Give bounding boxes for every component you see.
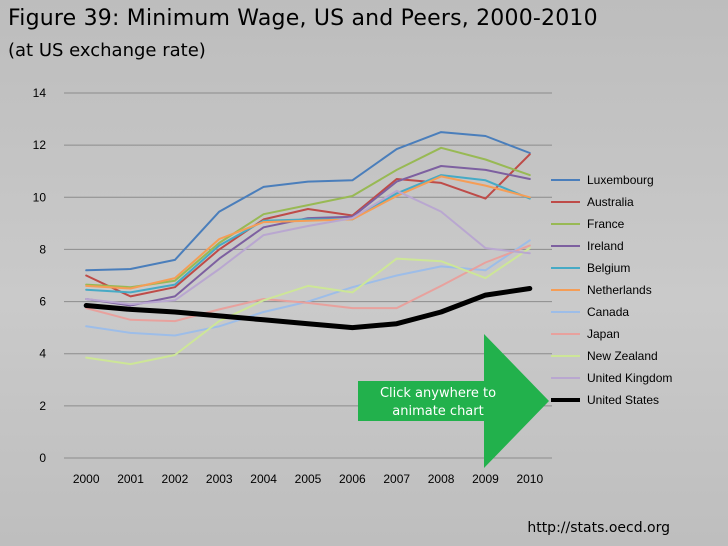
x-tick-label: 2009 — [472, 472, 499, 486]
series-lines — [83, 131, 533, 366]
series-line-ireland — [85, 165, 531, 307]
y-axis-ticks: 0 2 4 6 8 10 12 14 — [33, 86, 47, 465]
x-axis-ticks: 2000 2001 2002 2003 2004 2005 2006 2007 2008 2009… — [73, 472, 544, 486]
legend-label-canada: Canada — [587, 305, 629, 319]
x-tick-label: 2008 — [428, 472, 455, 486]
green-arrow-icon[interactable] — [358, 334, 549, 468]
source-link[interactable]: http://stats.oecd.org — [527, 520, 670, 536]
legend-label-united-kingdom: United Kingdom — [587, 371, 672, 385]
x-tick-label: 2000 — [73, 472, 100, 486]
series-line-united-states — [83, 286, 533, 331]
slide-title: Figure 39: Minimum Wage, US and Peers, 2… — [8, 6, 598, 31]
legend-label-ireland: Ireland — [587, 239, 624, 253]
series-line-new-zealand — [85, 247, 531, 366]
y-tick-label: 2 — [39, 399, 46, 413]
x-tick-label: 2004 — [250, 472, 277, 486]
x-tick-label: 2005 — [295, 472, 322, 486]
legend-label-japan: Japan — [587, 327, 620, 341]
y-tick-label: 0 — [39, 451, 46, 465]
y-tick-label: 10 — [33, 190, 47, 204]
legend-label-netherlands: Netherlands — [587, 283, 652, 297]
x-tick-label: 2001 — [117, 472, 144, 486]
series-line-united-kingdom — [85, 189, 531, 306]
callout-text-line2[interactable]: animate chart — [392, 404, 483, 419]
legend-label-australia: Australia — [587, 195, 634, 209]
series-line-luxembourg — [85, 131, 531, 272]
x-tick-label: 2002 — [162, 472, 189, 486]
y-tick-label: 12 — [33, 138, 47, 152]
callout-text-line1[interactable]: Click anywhere to — [380, 386, 496, 401]
series-line-australia — [85, 153, 531, 298]
series-line-netherlands — [85, 175, 531, 290]
legend-label-belgium: Belgium — [587, 261, 630, 275]
x-tick-label: 2010 — [516, 472, 543, 486]
x-tick-label: 2003 — [206, 472, 233, 486]
y-tick-label: 6 — [39, 295, 46, 309]
chart-legend: Luxembourg Australia France Ireland Belgium N… — [551, 173, 672, 407]
x-tick-label: 2007 — [383, 472, 410, 486]
slide-subtitle: (at US exchange rate) — [8, 40, 206, 61]
legend-label-luxembourg: Luxembourg — [587, 173, 654, 187]
legend-label-france: France — [587, 217, 625, 231]
y-tick-label: 14 — [33, 86, 47, 100]
y-tick-label: 4 — [39, 347, 46, 361]
x-tick-label: 2006 — [339, 472, 366, 486]
animate-callout[interactable]: Click anywhere to animate chart — [358, 334, 549, 468]
series-line-belgium — [85, 174, 531, 294]
series-line-france — [85, 146, 531, 289]
legend-label-new-zealand: New Zealand — [587, 349, 658, 363]
legend-label-united-states: United States — [587, 393, 659, 407]
y-tick-label: 8 — [39, 242, 46, 256]
series-line-japan — [85, 244, 531, 323]
